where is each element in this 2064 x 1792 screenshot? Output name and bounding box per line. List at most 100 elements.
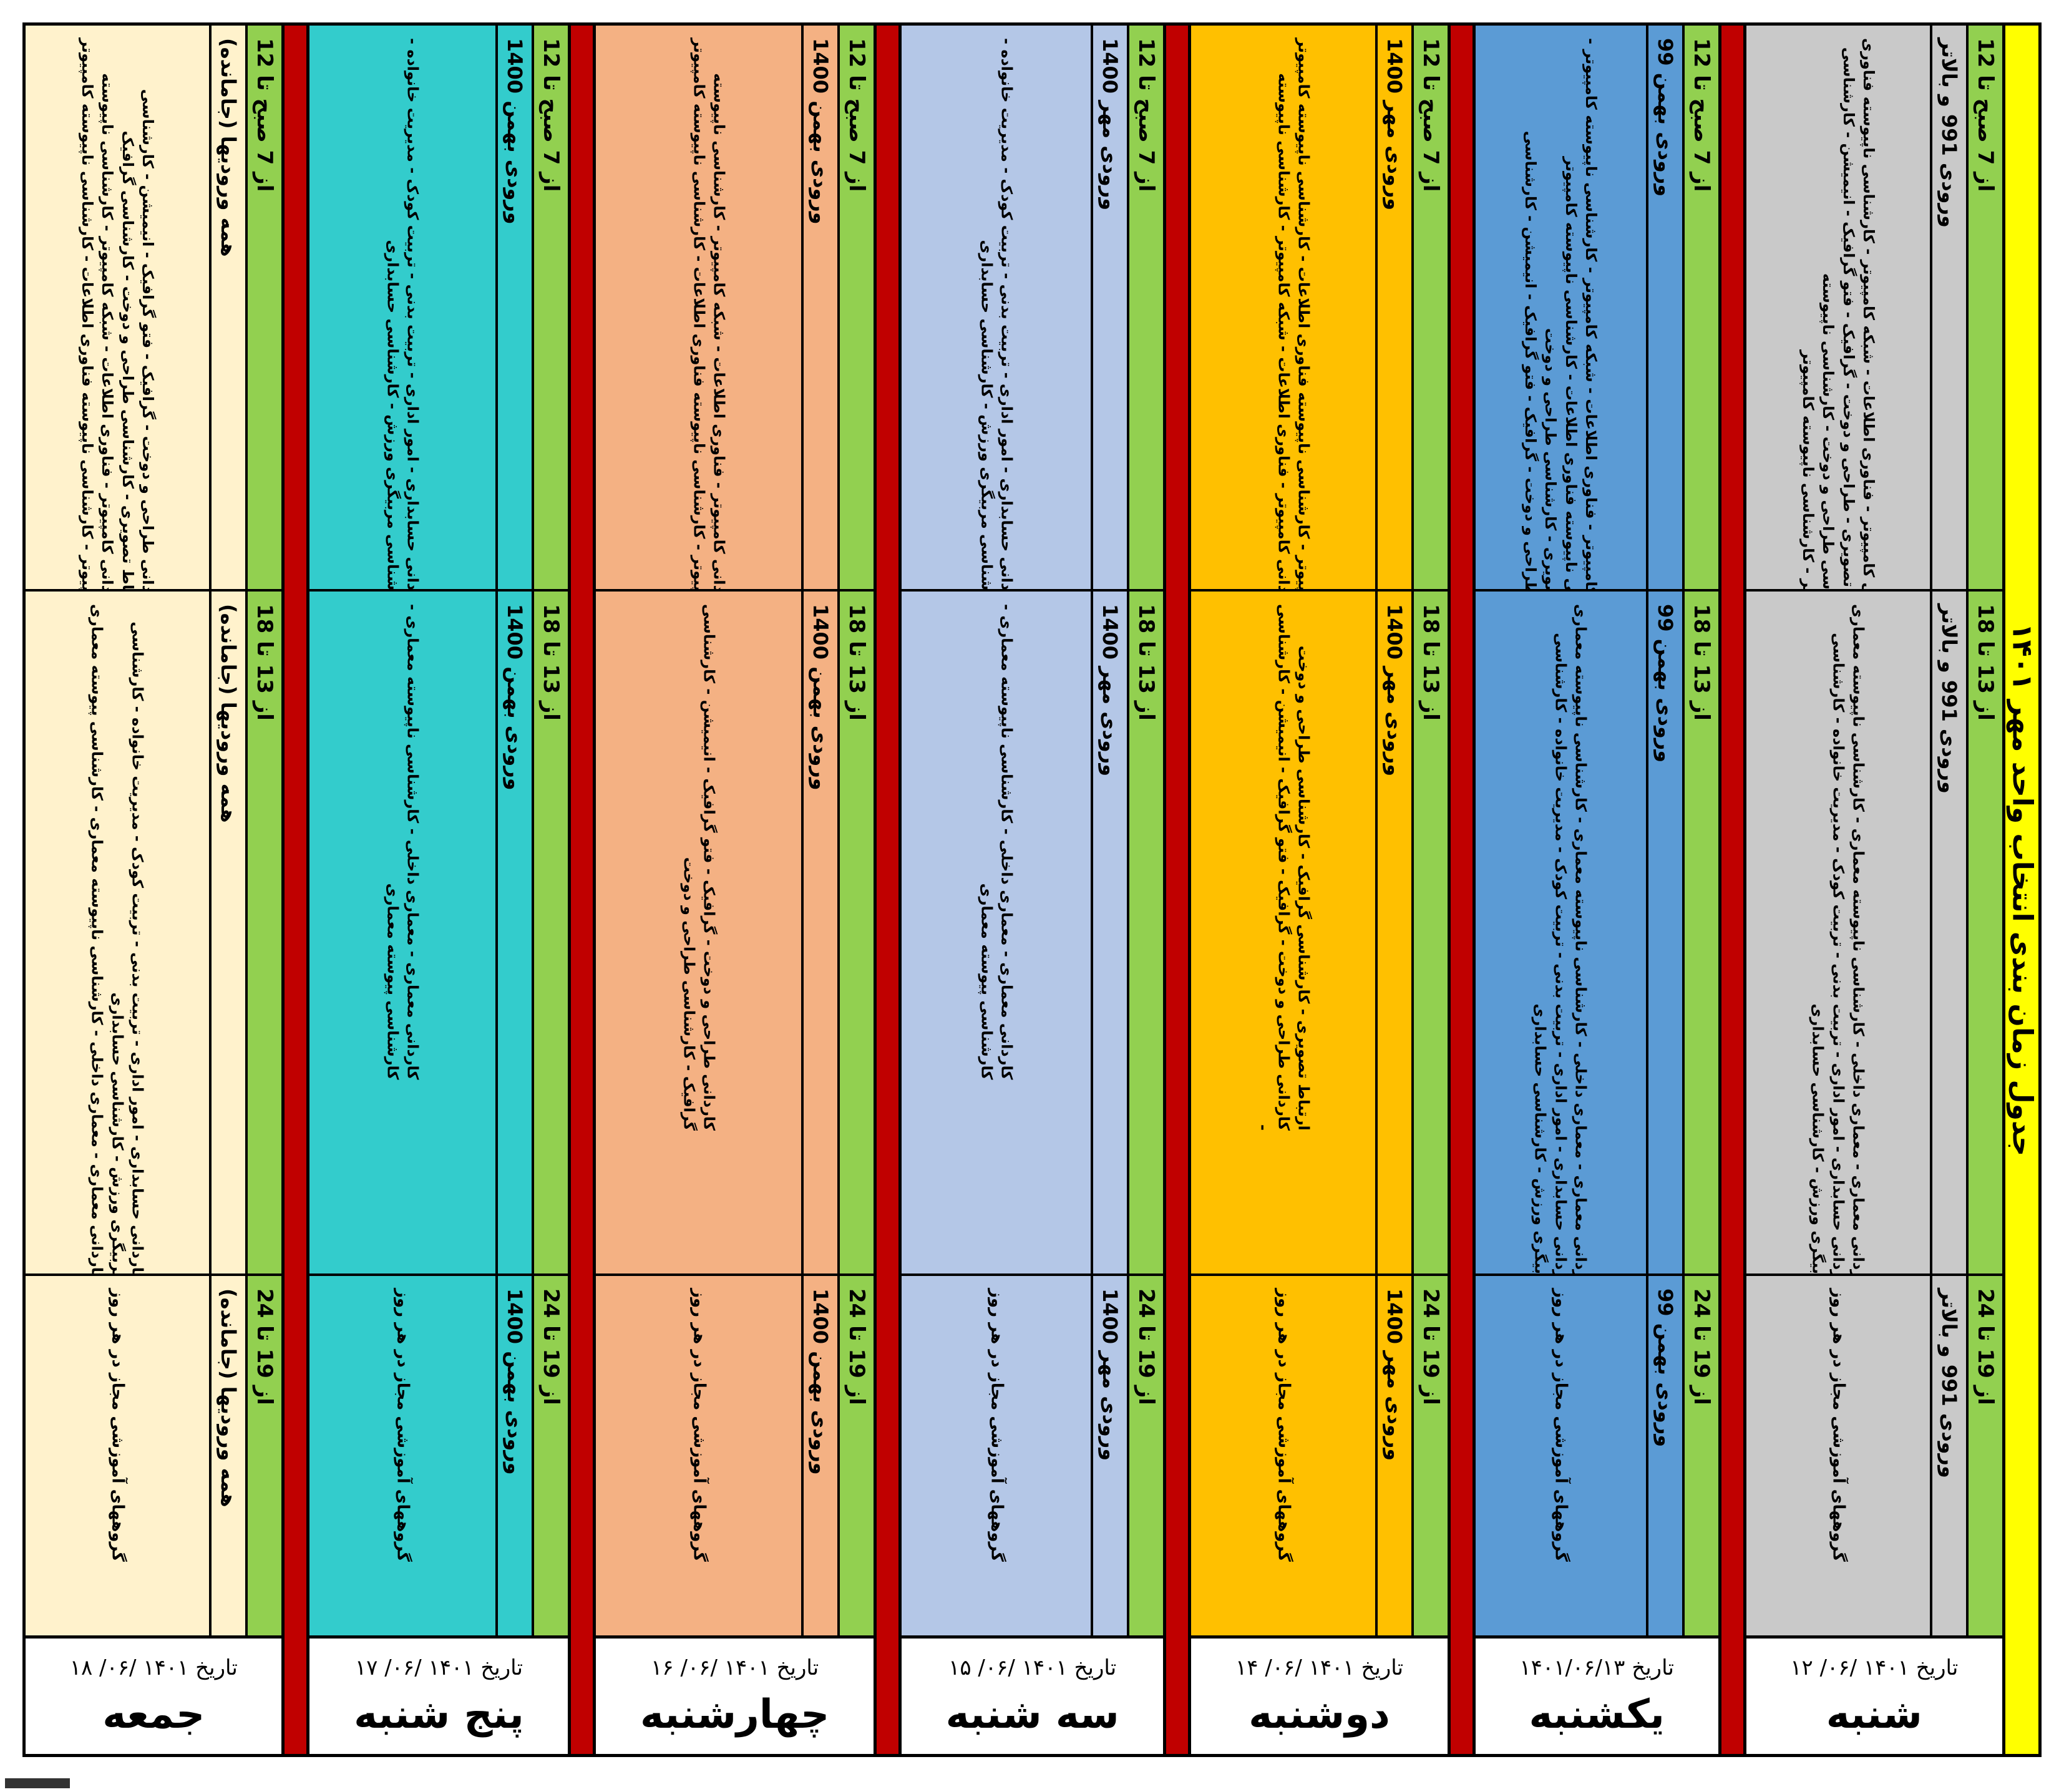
cohort-label: ورودی بهمن 99 [1653,604,1677,763]
group-line: مربیگری ورزش - کارشناسی حسابداری [1531,1003,1549,1273]
groups-text: کامپیوتر - کارشناسی ناپیوسته فناوری اطلا… [1253,38,1313,589]
day-footer: تاریخ ۱۴۰۱ /۰۶/ ۱۶ چهارشنبه [596,1635,874,1754]
group-line: کاردانی حسابداری - امور اداری - تربیت بد… [1829,633,1847,1273]
day-separator [281,26,307,1754]
time-slot-label: از 19 تا 24 [1134,1288,1159,1405]
group-line: کاردانی طراحی و دوخت - گرافیک - فتو گراف… [1521,130,1539,589]
time-cell: از 13 تا 18 [1969,589,2002,1273]
day-column-sat: از 7 صبح تا 12 از 13 تا 18 از 19 تا 24 ورود… [1743,26,2002,1754]
date-prefix: تاریخ [480,1655,523,1680]
time-slot-label: از 19 تا 24 [844,1288,869,1405]
cohort-cell: ورودی بهمن 1400 [498,1273,532,1636]
group-line: ارتباط تصویری - طراحی و دوخت - گرافیک - … [1839,47,1857,589]
group-line: کاردانی حسابداری - امور اداری - تربیت بد… [404,38,422,589]
time-cell: از 13 تا 18 [839,589,874,1273]
cohort-column: ورودی مهر 1400 ورودی مهر 1400 ورودی مهر 14… [1375,26,1411,1635]
groups-text: گروههای آموزشی مجاز در هر روز [1272,1288,1294,1562]
date-line: تاریخ ۱۴۰۱ /۰۶/ ۱۵ [948,1655,1116,1680]
time-cell: از 7 صبح تا 12 [248,26,281,589]
group-line: کامپیوتر - کارشناسی ناپیوسته فناوری اطلا… [78,38,96,589]
day-separator [1163,26,1189,1754]
time-column: از 7 صبح تا 12 از 13 تا 18 از 19 تا 24 [837,26,874,1635]
groups-text: گروههای آموزشی مجاز در هر روز [985,1288,1007,1562]
date-prefix: تاریخ [776,1655,819,1680]
groups-text: گروههای آموزشی مجاز در هر روز [107,1288,129,1562]
cohort-column: ورودی 991 و بالاتر ورودی 991 و بالاتر ورود… [1930,26,1966,1635]
day-separator [873,26,898,1754]
cohort-cell: همه ورودیها (جامانده) [212,589,246,1273]
group-line: کارشناسی طراحی و دوخت - کارشناسی ناپیوست… [1819,273,1837,589]
cohort-cell: ورودی مهر 1400 [1093,1273,1127,1636]
day-footer: تاریخ ۱۴۰۱ /۰۶/ ۱۷ پنج شنبه [309,1635,568,1754]
group-line: مربیگری ورزش - کارشناسی حسابداری [109,992,127,1273]
date-value: ۱۴۰۱ /۰۶/ ۱۲ [1790,1655,1909,1680]
group-line: کاردانی معماری - معماری داخلی - کارشناسی… [998,604,1016,1080]
group-line: - [1254,1124,1272,1131]
cohort-cell: ورودی مهر 1400 [1093,26,1127,589]
date-line: تاریخ ۱۴۰۱ /۰۶/ ۱۸ [70,1655,238,1680]
time-slot-label: از 13 تا 18 [538,604,564,721]
day-footer: تاریخ ۱۴۰۱ /۰۶/ ۱۸ جمعه [26,1635,282,1754]
time-slot-label: از 19 تا 24 [538,1288,564,1405]
group-line: کاردانی معماری - معماری داخلی - کارشناسی… [404,604,422,1080]
group-line: کاردانی کامپیوتر - فناوری اطلاعات - شبکه… [1859,38,1877,589]
time-slot-label: از 19 تا 24 [1418,1288,1443,1405]
group-line: گروههای آموزشی مجاز در هر روز [393,1288,412,1562]
date-prefix: تاریخ [1916,1655,1959,1680]
day-footer: تاریخ ۱۴۰۱ /۰۶/ ۱۲ شنبه [1746,1635,2002,1754]
group-line: کارشناسی پیوسته معماری [977,883,995,1080]
groups-text: کاردانی کامپیوتر - فناوری اطلاعات - شبکه… [1798,38,1879,589]
cohort-label: ورودی بهمن 99 [1653,1288,1677,1447]
cohort-cell: ورودی بهمن 99 [1648,589,1682,1273]
date-prefix: تاریخ [1632,1655,1674,1680]
date-value: ۱۴۰۱ /۰۶/ ۱۷ [354,1655,474,1680]
groups-text: کاردانی کامپیوتر - فناوری اطلاعات - شبکه… [1520,38,1601,589]
group-line: گروههای آموزشی مجاز در هر روز [1274,1288,1293,1562]
cohort-label: ورودی بهمن 99 [1653,38,1677,197]
groups-cell: کاردانی حسابداری - امور اداری - تربیت بد… [309,26,495,589]
date-line: تاریخ ۱۴۰۱ /۰۶/ ۱۷ [355,1655,523,1680]
date-value: ۱۴۰۱ /۰۶/ ۱۵ [948,1655,1068,1680]
cohort-label: ورودی مهر 1400 [1382,604,1406,777]
groups-text: گروههای آموزشی مجاز در هر روز [688,1288,709,1562]
time-cell: از 7 صبح تا 12 [534,26,568,589]
day-grid: از 7 صبح تا 12 از 13 تا 18 از 19 تا 24 ورود… [596,26,874,1635]
time-slot-label: از 13 تا 18 [844,604,869,721]
day-column-tue: از 7 صبح تا 12 از 13 تا 18 از 19 تا 24 ورود… [898,26,1164,1754]
time-column: از 7 صبح تا 12 از 13 تا 18 از 19 تا 24 [245,26,282,1635]
day-column-mon: از 7 صبح تا 12 از 13 تا 18 از 19 تا 24 ورود… [1188,26,1448,1754]
group-line: کامپیوتر - کارشناسی ناپیوسته فناوری اطلا… [689,38,708,589]
time-cell: از 19 تا 24 [534,1273,568,1636]
time-slot-label: از 13 تا 18 [1134,604,1159,721]
day-name: چهارشنبه [640,1691,830,1738]
cohort-label: ورودی بهمن 1400 [503,1288,527,1475]
groups-text: کاردانی طراحی و دوخت - گرافیک - فتو گراف… [77,38,158,589]
day-footer: تاریخ ۱۴۰۱/۰۶/۱۳ یکشنبه [1475,1635,1718,1754]
groups-text: گروههای آموزشی مجاز در هر روز [1550,1288,1572,1562]
date-value: ۱۴۰۱ /۰۶/ ۱۴ [1235,1655,1355,1680]
groups-text: کاردانی حسابداری - امور اداری - تربیت بد… [87,604,148,1273]
group-line: کاردانی حسابداری - امور اداری - تربیت بد… [129,621,147,1273]
cohort-column: ورودی مهر 1400 ورودی مهر 1400 ورودی مهر 14… [1091,26,1127,1635]
groups-text: ارتباط تصویری - کارشناسی گرافیک - کارشنا… [1253,604,1313,1131]
groups-cell: گروههای آموزشی مجاز در هر روز [309,1273,496,1636]
groups-text: کاردانی معماری - معماری داخلی - کارشناسی… [1531,604,1591,1273]
time-slot-label: از 7 صبح تا 12 [1418,38,1443,192]
group-line: ارتباط تصویری - کارشناسی طراحی و دوخت - … [119,130,137,589]
schedule-title: جدول زمان بندی انتخاب واحد مهر ۱۴۰۱ [2006,623,2038,1157]
cohort-column: ورودی بهمن 1400 ورودی بهمن 1400 ورودی بهمن… [495,26,532,1635]
cohort-cell: ورودی 991 و بالاتر [1932,1273,1966,1636]
cohort-label: ورودی 991 و بالاتر [1937,1288,1961,1478]
day-separator [568,26,593,1754]
date-value: ۱۴۰۱ /۰۶/ ۱۶ [651,1655,770,1680]
time-cell: از 19 تا 24 [839,1273,874,1636]
time-cell: از 19 تا 24 [1969,1273,2002,1636]
day-separator [1447,26,1473,1754]
date-prefix: تاریخ [195,1655,238,1680]
time-slot-label: از 13 تا 18 [1688,604,1714,721]
cohort-label: ورودی بهمن 1400 [808,604,832,791]
time-cell: از 7 صبح تا 12 [1414,26,1448,589]
groups-text: کاردانی حسابداری - امور اداری - تربیت بد… [976,38,1016,589]
cohort-label: ورودی بهمن 1400 [503,604,527,791]
groups-text: گروههای آموزشی مجاز در هر روز [392,1288,414,1562]
